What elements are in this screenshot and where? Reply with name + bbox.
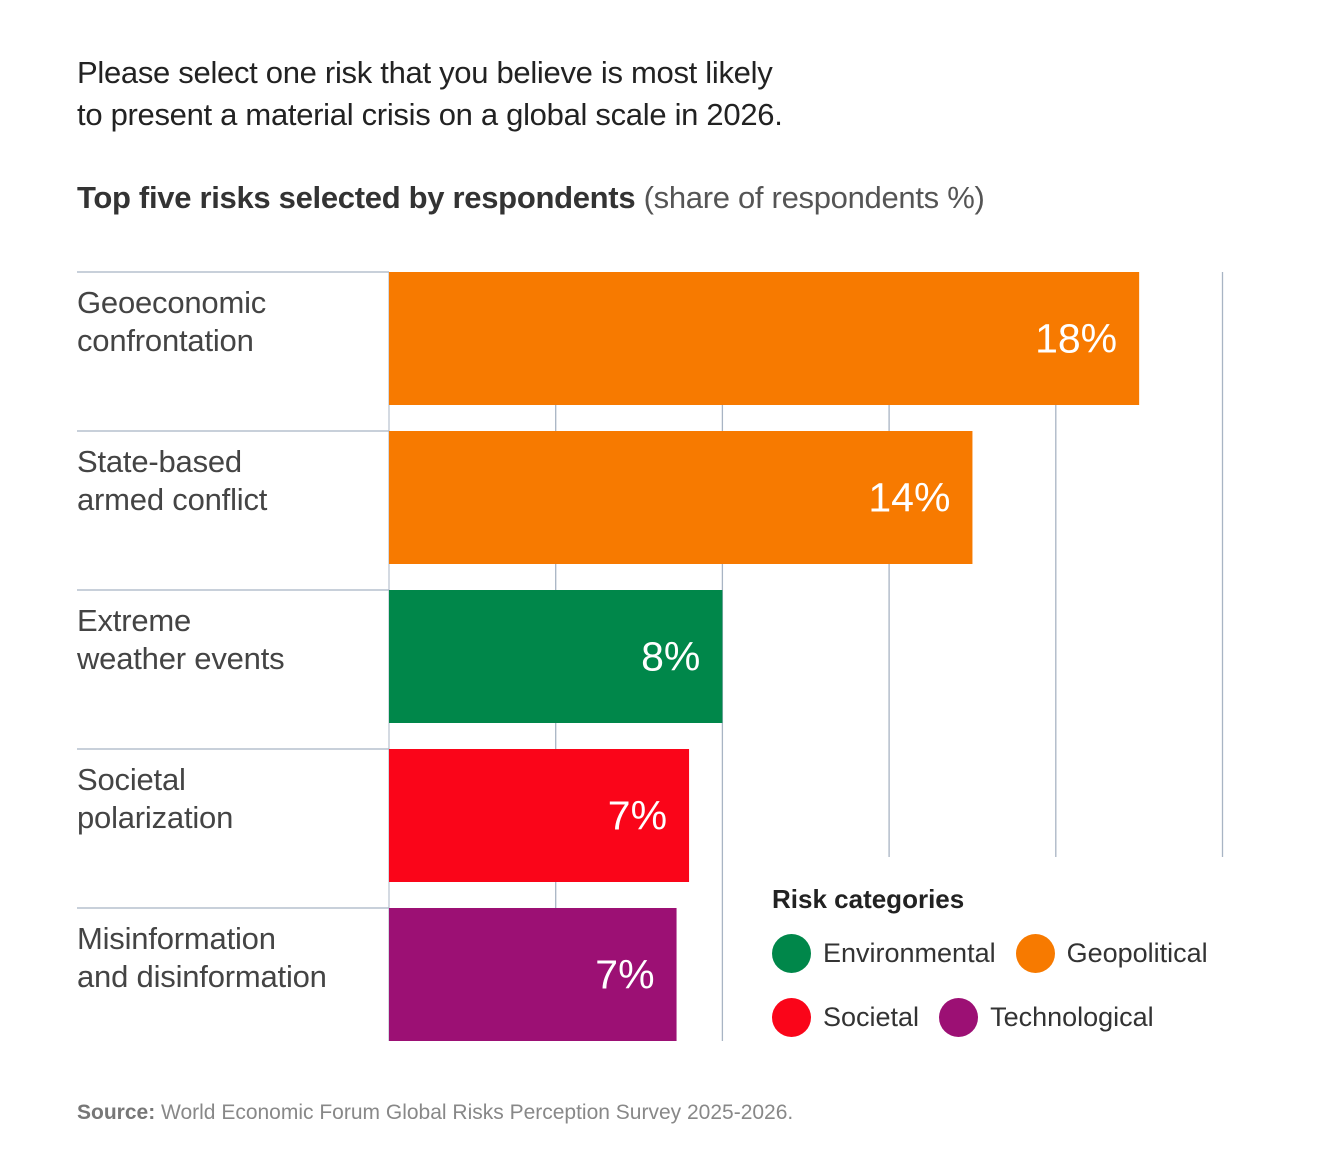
bar xyxy=(389,590,723,723)
legend-item-technological: Technological xyxy=(939,997,1154,1037)
source-note: Source: World Economic Forum Global Risk… xyxy=(77,1101,793,1125)
legend-label-environmental: Environmental xyxy=(823,937,996,968)
legend-swatch-environmental xyxy=(772,933,811,973)
legend-label-technological: Technological xyxy=(990,1001,1154,1032)
bar xyxy=(389,749,690,882)
category-label: State-based armed conflict xyxy=(77,443,267,519)
bar xyxy=(389,431,973,564)
chart-title-bold: Top five risks selected by respondents xyxy=(77,180,636,215)
legend: Risk categories Environmental Geopolitic… xyxy=(772,884,1228,1061)
category-label-line: confrontation xyxy=(77,323,254,358)
bar-value-label: 8% xyxy=(641,634,700,680)
chart-title: Top five risks selected by respondents (… xyxy=(77,180,985,216)
question-line-2: to present a material crisis on a global… xyxy=(77,97,783,132)
legend-row-2: Societal Technological xyxy=(772,997,1228,1037)
category-label-line: Extreme xyxy=(77,603,192,638)
bar-value-label: 7% xyxy=(608,793,667,839)
legend-title: Risk categories xyxy=(772,884,965,914)
legend-label-societal: Societal xyxy=(823,1001,920,1032)
category-label: Geoeconomic confrontation xyxy=(77,284,266,360)
bar-value-label: 14% xyxy=(868,475,950,521)
category-label-line: polarization xyxy=(77,800,234,835)
category-label: Misinformation and disinformation xyxy=(77,920,327,996)
legend-swatch-societal xyxy=(772,997,811,1037)
question-text: Please select one risk that you believe … xyxy=(77,52,783,136)
category-label-line: weather events xyxy=(77,641,285,676)
category-label-line: and disinformation xyxy=(77,959,327,994)
category-label-line: Geoeconomic xyxy=(77,285,267,320)
question-line-1: Please select one risk that you believe … xyxy=(77,55,773,90)
bar-value-label: 18% xyxy=(1035,316,1117,362)
category-label-line: State-based xyxy=(77,444,242,479)
category-label: Societal polarization xyxy=(77,761,233,837)
legend-swatch-technological xyxy=(939,997,979,1037)
legend-item-geopolitical: Geopolitical xyxy=(1015,933,1208,973)
category-label-line: Societal xyxy=(77,762,186,797)
source-text: World Economic Forum Global Risks Percep… xyxy=(155,1101,794,1124)
legend-item-environmental: Environmental xyxy=(772,933,996,973)
category-label: Extreme weather events xyxy=(77,602,285,678)
legend-item-societal: Societal xyxy=(772,997,920,1037)
legend-label-geopolitical: Geopolitical xyxy=(1066,937,1208,968)
bar-value-label: 7% xyxy=(595,952,654,998)
legend-swatch-geopolitical xyxy=(1015,933,1055,973)
category-label-line: armed conflict xyxy=(77,482,268,517)
bar xyxy=(389,272,1140,405)
bar xyxy=(389,908,677,1041)
legend-row-1: Environmental Geopolitical xyxy=(772,933,1228,973)
category-label-line: Misinformation xyxy=(77,921,276,956)
chart-title-unit: (share of respondents %) xyxy=(643,180,985,215)
source-prefix: Source: xyxy=(77,1101,156,1124)
